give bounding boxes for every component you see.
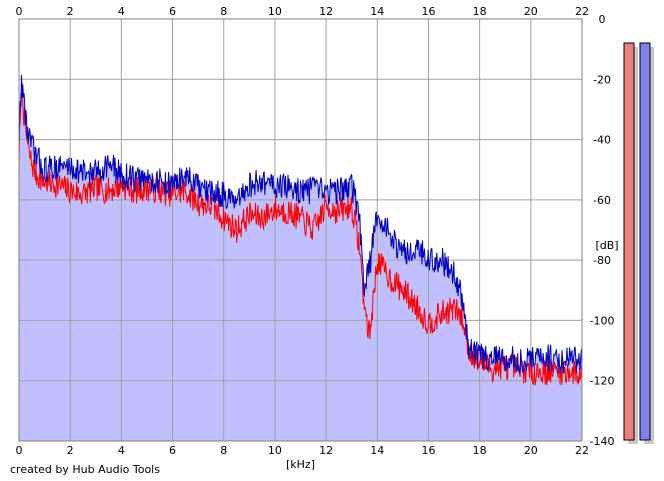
x-tick-label-top: 12 bbox=[319, 5, 333, 18]
series-layer bbox=[18, 74, 583, 386]
x-tick-label-top: 2 bbox=[67, 5, 74, 18]
x-tick-label-bottom: 6 bbox=[169, 444, 176, 457]
plot-area-border bbox=[18, 18, 583, 442]
level-meters bbox=[623, 42, 654, 444]
y-tick-label: -80 bbox=[593, 254, 611, 267]
x-tick-label-bottom: 16 bbox=[421, 444, 435, 457]
x-tick-label-bottom: 20 bbox=[524, 444, 538, 457]
x-tick-label-top: 16 bbox=[421, 5, 435, 18]
x-tick-label-top: 8 bbox=[220, 5, 227, 18]
x-tick-label-bottom: 14 bbox=[370, 444, 384, 457]
x-tick-labels-bottom: 0 2 4 6 8 10 12 14 16 18 20 22 bbox=[16, 444, 590, 457]
series-line-1 bbox=[18, 82, 583, 386]
x-tick-label-top: 4 bbox=[118, 5, 125, 18]
grid-layer bbox=[18, 18, 583, 442]
x-axis-label: [kHz] bbox=[286, 458, 315, 471]
x-tick-label-bottom: 4 bbox=[118, 444, 125, 457]
x-tick-label-top: 10 bbox=[268, 5, 282, 18]
x-tick-label-bottom: 8 bbox=[220, 444, 227, 457]
series-line-2 bbox=[18, 74, 583, 374]
x-tick-label-bottom: 22 bbox=[575, 444, 589, 457]
x-tick-label-bottom: 2 bbox=[67, 444, 74, 457]
y-axis-label: [dB] bbox=[595, 239, 618, 252]
spectrum-area bbox=[19, 74, 582, 442]
y-tick-labels: 0 -20 -40 -60 -80 -100 -120 -140 bbox=[590, 13, 615, 448]
x-tick-label-top: 20 bbox=[524, 5, 538, 18]
x-tick-label-bottom: 12 bbox=[319, 444, 333, 457]
level-meter-bar-1 bbox=[623, 42, 635, 441]
x-tick-label-bottom: 0 bbox=[16, 444, 23, 457]
x-tick-label-top: 14 bbox=[370, 5, 384, 18]
level-meter-bar-2 bbox=[639, 42, 651, 441]
y-tick-label: -100 bbox=[590, 314, 615, 327]
y-tick-label: -120 bbox=[590, 375, 615, 388]
x-tick-label-bottom: 18 bbox=[473, 444, 487, 457]
x-tick-label-bottom: 10 bbox=[268, 444, 282, 457]
x-tick-label-top: 0 bbox=[16, 5, 23, 18]
y-tick-label: -60 bbox=[593, 194, 611, 207]
y-tick-label: -40 bbox=[593, 134, 611, 147]
x-tick-label-top: 18 bbox=[473, 5, 487, 18]
y-tick-label: -20 bbox=[593, 73, 611, 86]
credit-text: created by Hub Audio Tools bbox=[10, 463, 160, 476]
y-tick-label: -140 bbox=[590, 435, 615, 448]
y-tick-label: 0 bbox=[599, 13, 606, 26]
x-tick-label-top: 22 bbox=[575, 5, 589, 18]
x-tick-labels-top: 0 2 4 6 8 10 12 14 16 18 20 22 bbox=[16, 5, 590, 18]
spectrum-fill-layer bbox=[19, 74, 582, 442]
x-tick-label-top: 6 bbox=[169, 5, 176, 18]
